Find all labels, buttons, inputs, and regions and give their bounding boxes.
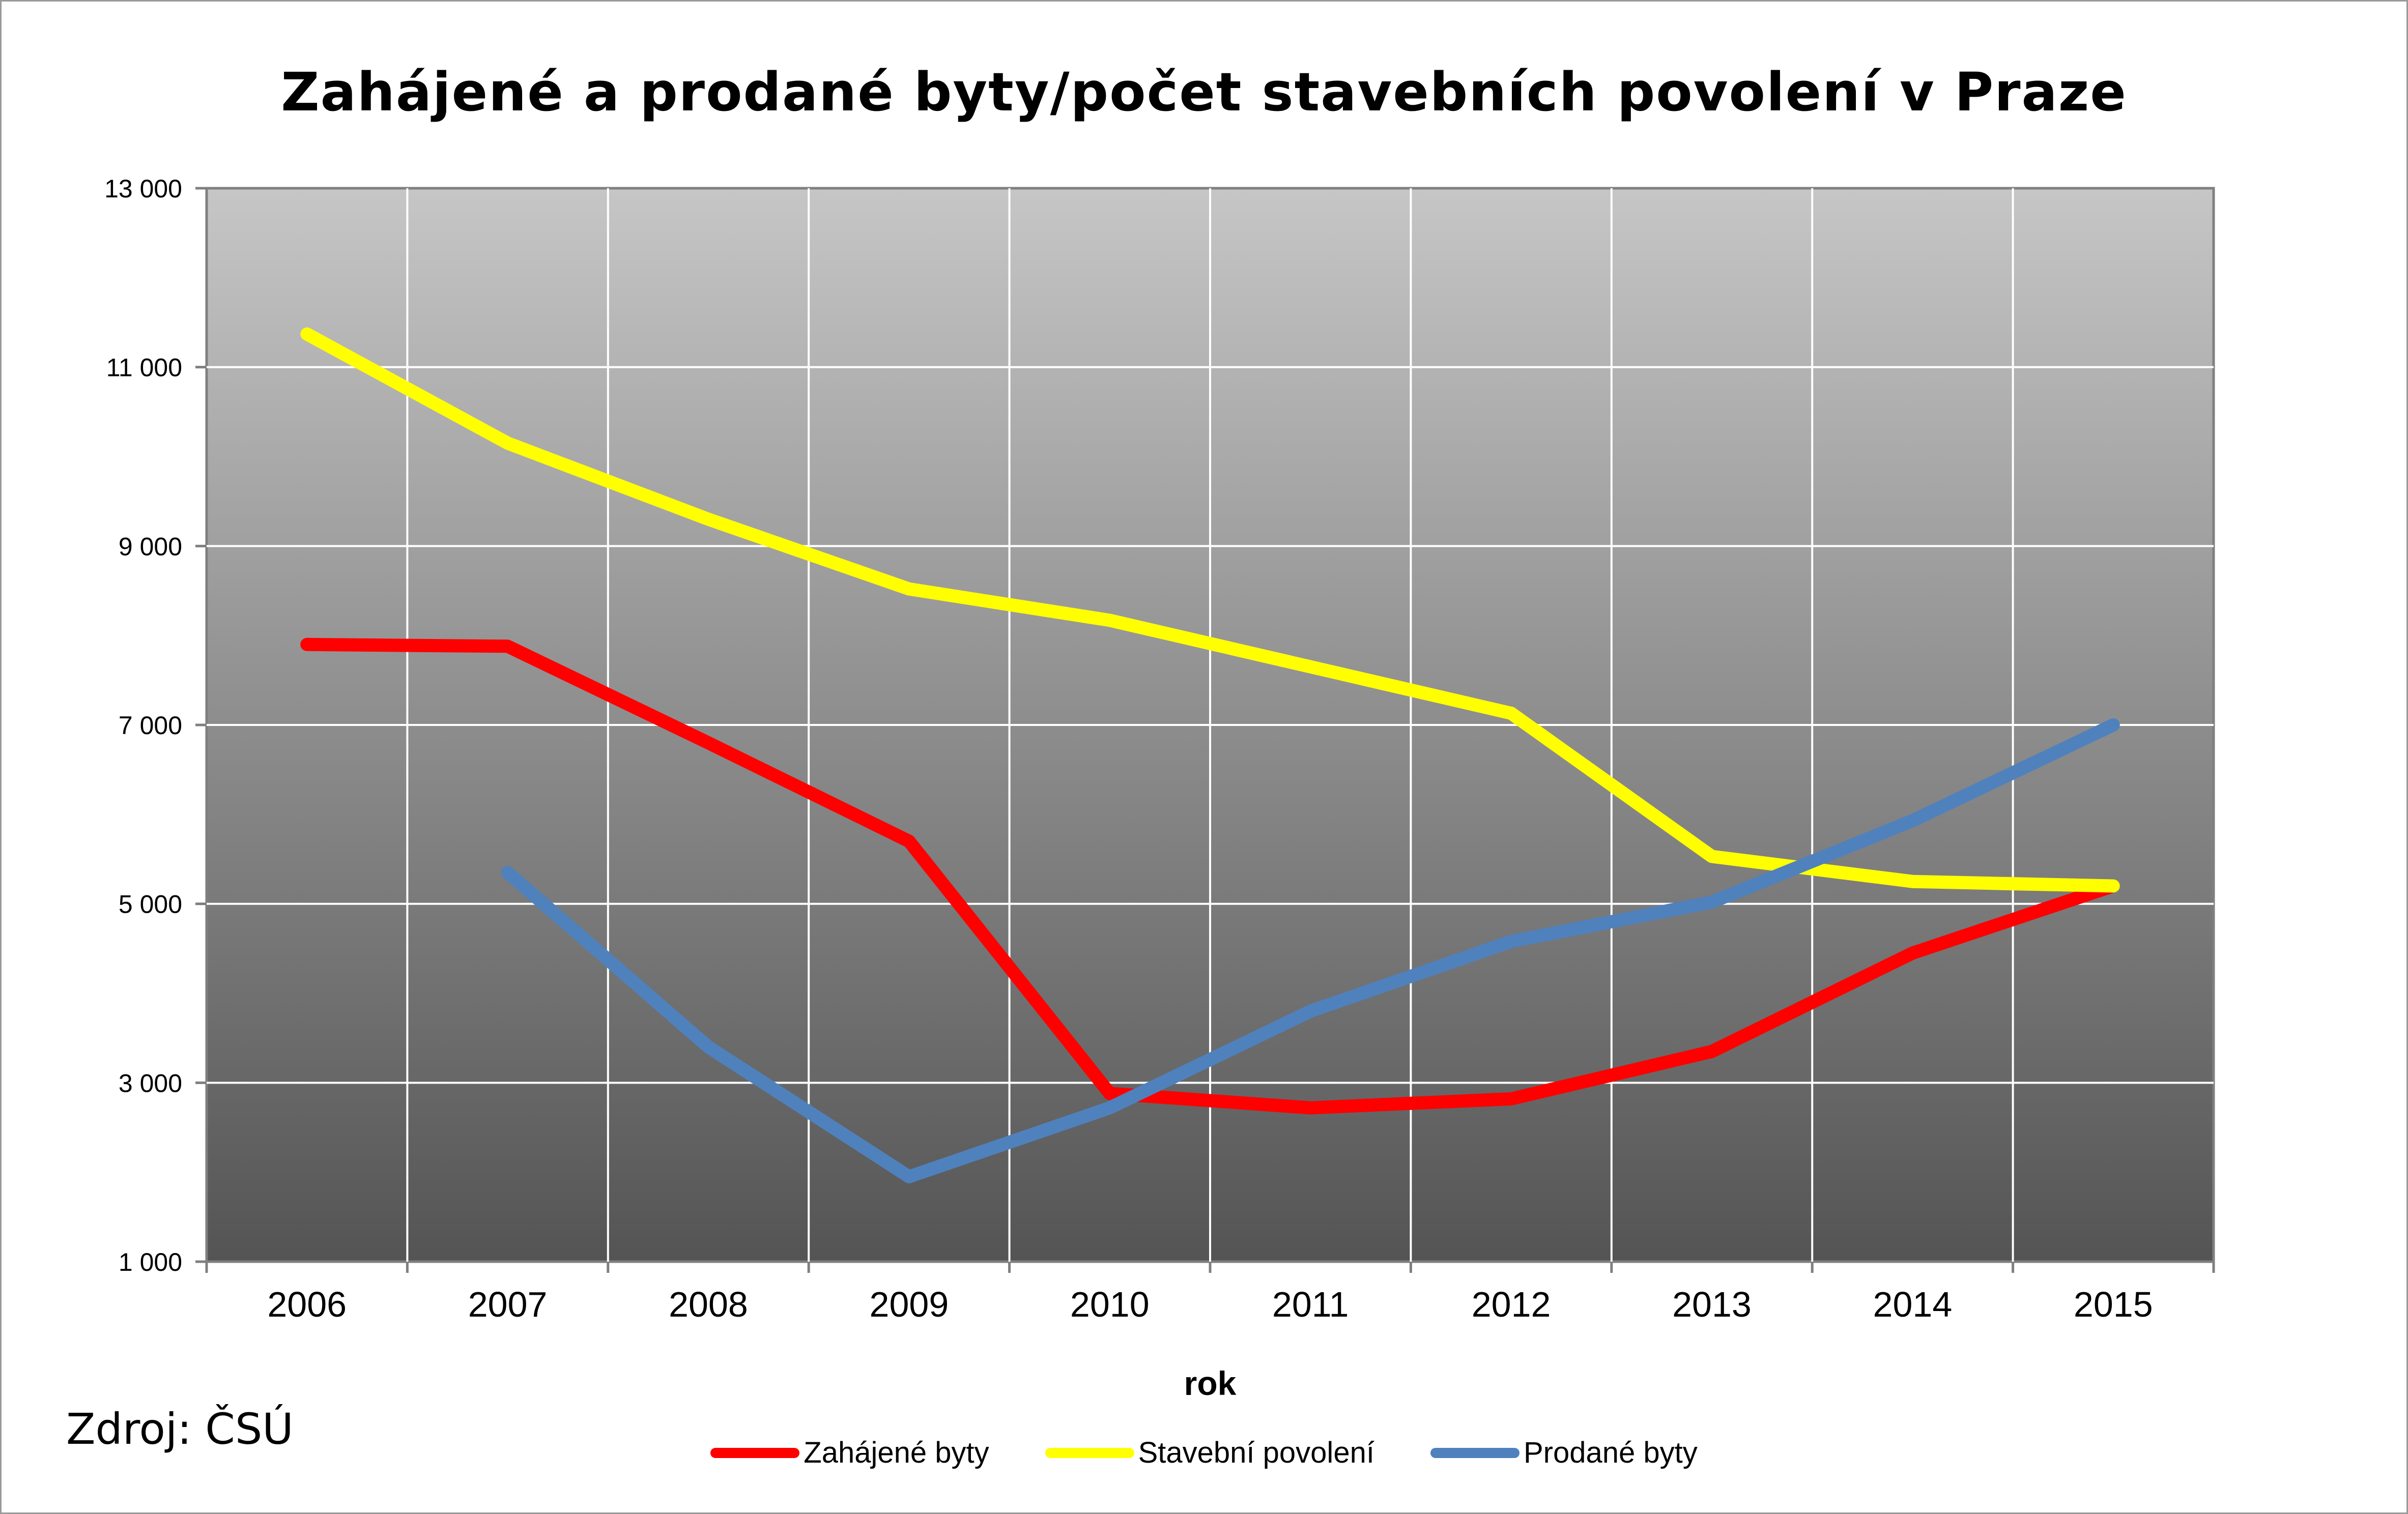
x-tick-label: 2009	[870, 1285, 949, 1324]
y-tick-label: 9 000	[119, 532, 182, 561]
legend-swatch	[1430, 1447, 1520, 1458]
legend-label: Zahájené byty	[804, 1436, 989, 1469]
x-tick-label: 2011	[1272, 1285, 1349, 1324]
series-line-0	[300, 637, 2120, 1115]
y-tick-label: 11 000	[106, 354, 182, 382]
legend-label: Prodané byty	[1523, 1436, 1698, 1469]
x-axis-label: rok	[1184, 1364, 1237, 1402]
series-line-1	[300, 327, 2120, 893]
chart-title: Zahájené a prodané byty/počet stavebních…	[281, 61, 2127, 123]
x-tick-label: 2015	[2074, 1285, 2153, 1324]
legend-item: Prodané byty	[1430, 1436, 1698, 1470]
x-tick-label: 2008	[669, 1285, 748, 1324]
y-tick-label: 1 000	[119, 1248, 182, 1276]
x-tick-label: 2006	[267, 1285, 347, 1324]
y-tick-label: 13 000	[104, 174, 182, 203]
legend-swatch	[1045, 1447, 1134, 1458]
y-tick-label: 7 000	[119, 711, 182, 740]
x-tick-label: 2007	[468, 1285, 548, 1324]
x-tick-label: 2012	[1472, 1285, 1551, 1324]
series-line-2	[501, 718, 2120, 1183]
y-tick-label: 3 000	[119, 1069, 182, 1097]
source-note: Zdroj: ČSÚ	[66, 1404, 294, 1454]
legend-item: Stavební povolení	[1045, 1436, 1374, 1470]
y-tick-label: 5 000	[119, 890, 182, 919]
legend-item: Zahájené byty	[710, 1436, 989, 1470]
legend-label: Stavební povolení	[1138, 1436, 1374, 1469]
legend-swatch	[710, 1447, 800, 1458]
x-tick-label: 2013	[1672, 1285, 1752, 1324]
x-tick-label: 2014	[1873, 1285, 1953, 1324]
chart-legend: Zahájené byty Stavební povolení Prodané by…	[0, 1436, 2408, 1470]
x-tick-label: 2010	[1070, 1285, 1150, 1324]
